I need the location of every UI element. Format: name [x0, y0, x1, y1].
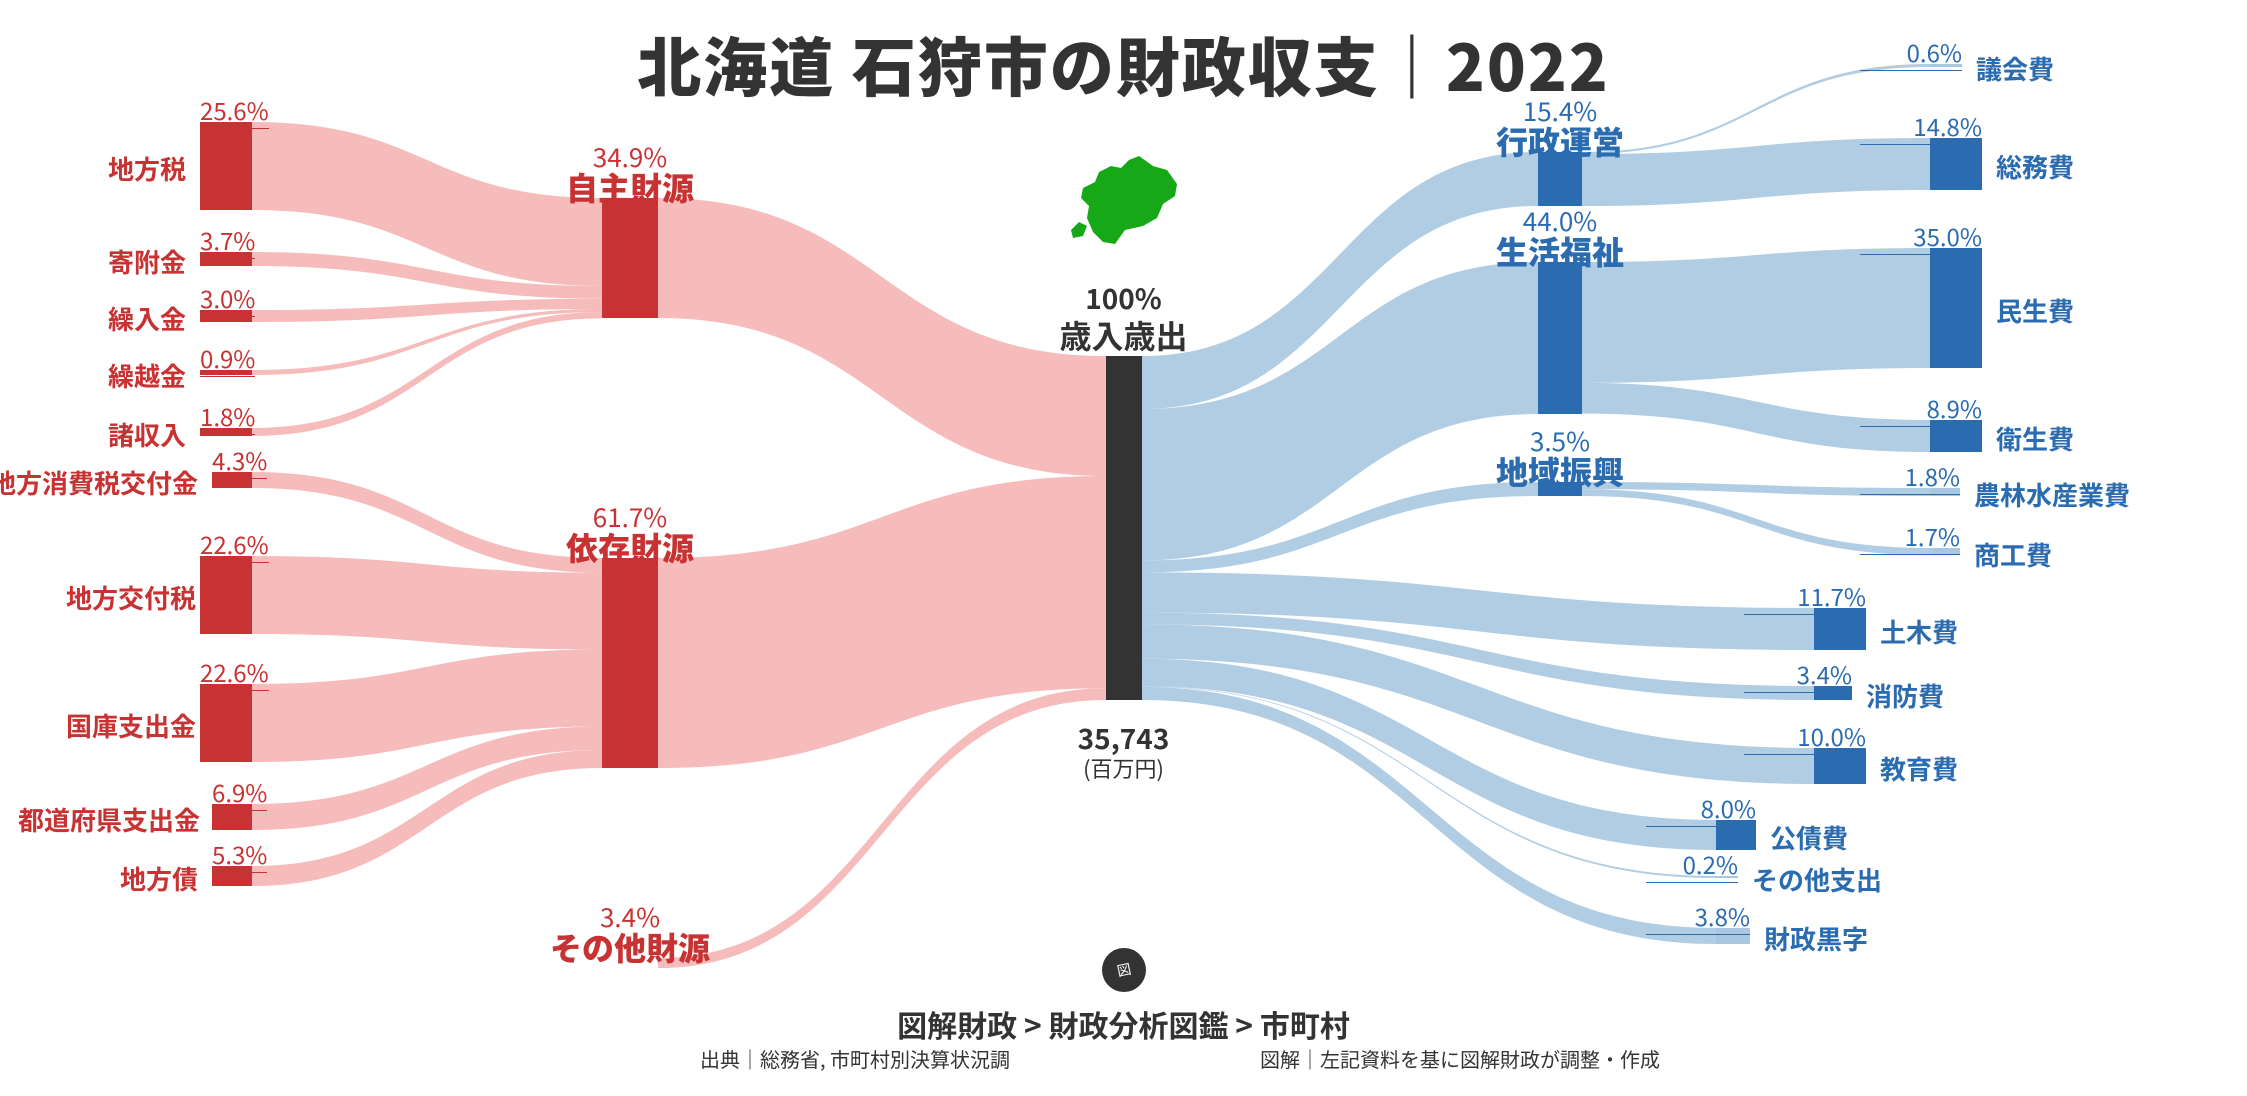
rev-group-label: その他財源 — [550, 924, 710, 970]
exp-pct: 3.4% — [1744, 656, 1852, 693]
rev-pct: 3.7% — [200, 222, 255, 259]
exp-pct: 11.7% — [1744, 578, 1866, 615]
rev-label: 地方消費税交付金 — [0, 464, 198, 501]
exp-pct: 8.9% — [1860, 390, 1982, 427]
rev-pct: 1.8% — [200, 398, 255, 435]
exp-label: 土木費 — [1880, 613, 1958, 650]
rev-pct: 25.6% — [200, 92, 269, 129]
exp-label: 財政黒字 — [1764, 920, 1868, 957]
exp-pct: 1.7% — [1860, 518, 1960, 555]
exp-label: 民生費 — [1996, 292, 2074, 329]
rev-group-bar — [602, 198, 658, 318]
exp-label: 教育費 — [1880, 750, 1958, 787]
exp-pct: 1.8% — [1860, 458, 1960, 495]
rev-group-label: 自主財源 — [566, 164, 694, 210]
rev-node — [200, 556, 252, 634]
rev-pct: 3.0% — [200, 280, 255, 317]
rev-label: 繰越金 — [66, 357, 186, 394]
logo-badge: 図 — [1102, 948, 1146, 992]
exp-group-bar — [1538, 262, 1582, 414]
rev-pct: 5.3% — [212, 836, 267, 873]
rev-label: 国庫支出金 — [66, 707, 186, 744]
exp-node — [1930, 138, 1982, 190]
rev-group-bar — [602, 558, 658, 768]
exp-group-label: 地域振興 — [1496, 448, 1624, 494]
exp-pct: 0.6% — [1860, 34, 1962, 71]
rev-label: 繰入金 — [66, 300, 186, 337]
exp-label: 議会費 — [1976, 50, 2054, 87]
breadcrumb: 図解財政 > 財政分析図鑑 > 市町村 — [897, 1002, 1350, 1046]
rev-label: 都道府県支出金 — [18, 801, 198, 838]
rev-pct: 6.9% — [212, 774, 267, 811]
exp-pct: 35.0% — [1860, 218, 1982, 255]
exp-group-label: 行政運営 — [1496, 118, 1624, 164]
center-bar — [1106, 356, 1142, 700]
rev-pct: 0.9% — [200, 340, 255, 377]
exp-pct: 14.8% — [1860, 108, 1982, 145]
hokkaido-map-icon — [1059, 150, 1189, 260]
rev-label: 地方債 — [78, 860, 198, 897]
credit-source: 出典｜総務省, 市町村別決算状況調 — [700, 1044, 1010, 1073]
exp-label: その他支出 — [1752, 861, 1882, 898]
exp-pct: 0.2% — [1646, 846, 1738, 883]
rev-pct: 4.3% — [212, 442, 267, 479]
rev-label: 地方交付税 — [66, 579, 186, 616]
rev-group-label: 依存財源 — [566, 524, 694, 570]
exp-group-label: 生活福祉 — [1496, 228, 1624, 274]
exp-label: 総務費 — [1996, 148, 2074, 185]
rev-pct: 22.6% — [200, 654, 269, 691]
center-label: 歳入歳出 — [1059, 312, 1187, 358]
center-unit: (百万円) — [1083, 752, 1164, 784]
rev-label: 諸収入 — [66, 416, 186, 453]
exp-label: 農林水産業費 — [1974, 476, 2130, 513]
exp-node — [1930, 248, 1982, 368]
rev-label: 寄附金 — [66, 243, 186, 280]
exp-pct: 10.0% — [1744, 718, 1866, 755]
rev-pct: 22.6% — [200, 526, 269, 563]
credit-author: 図解｜左記資料を基に図解財政が調整・作成 — [1260, 1044, 1660, 1073]
exp-label: 公債費 — [1770, 819, 1848, 856]
exp-label: 商工費 — [1974, 536, 2052, 573]
exp-pct: 8.0% — [1646, 790, 1756, 827]
exp-label: 衛生費 — [1996, 420, 2074, 457]
exp-pct: 3.8% — [1646, 898, 1750, 935]
rev-node — [200, 122, 252, 210]
exp-label: 消防費 — [1866, 677, 1944, 714]
rev-node — [200, 684, 252, 762]
rev-label: 地方税 — [66, 150, 186, 187]
